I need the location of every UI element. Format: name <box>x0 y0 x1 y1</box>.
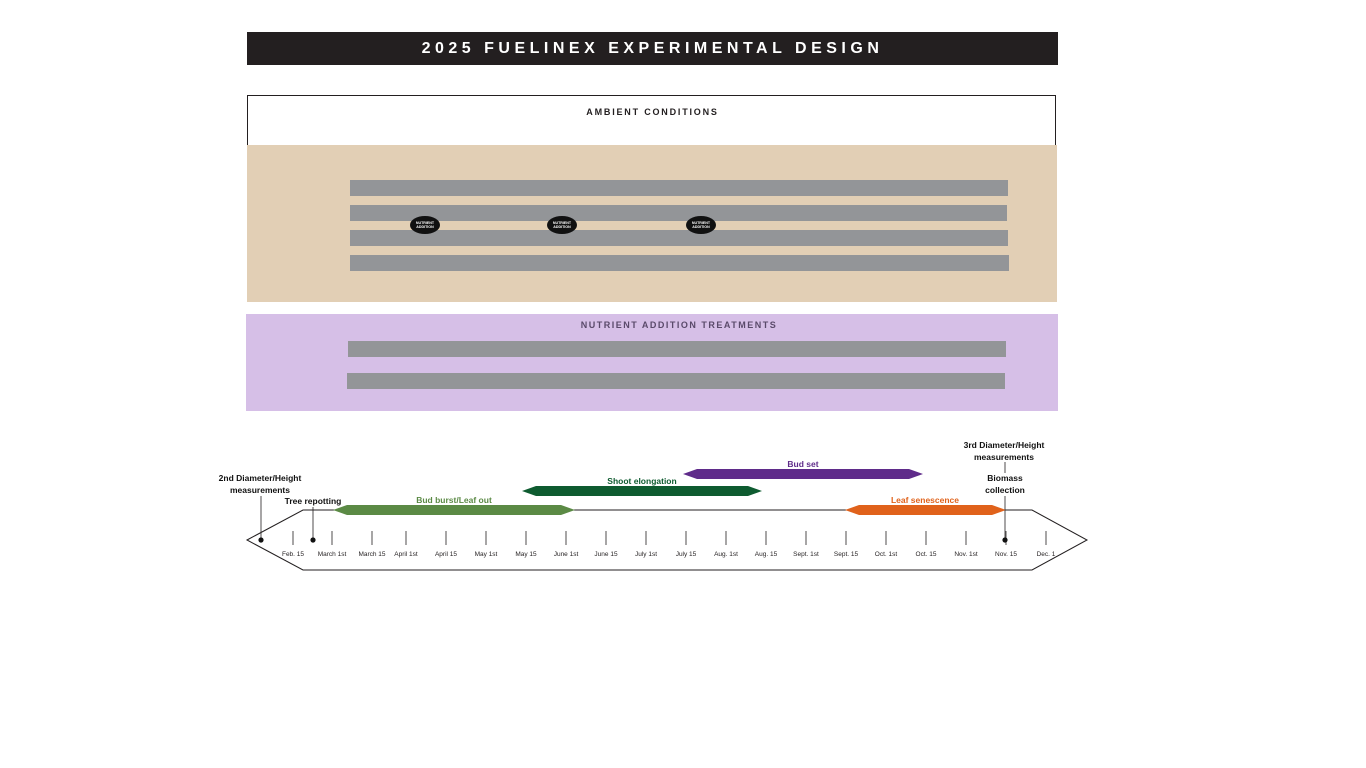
timeline-tick-label: May 15 <box>515 551 537 558</box>
ambient-row <box>350 205 1007 221</box>
phase-bars: Bud burst/Leaf out Shoot elongation Bud se… <box>333 459 1006 515</box>
ambient-header-box <box>247 95 1056 145</box>
timeline-tick-label: Oct. 15 <box>916 551 937 558</box>
timeline-tick-label: March 1st <box>318 551 347 558</box>
event-label: 3rd Diameter/Height measurements <box>964 440 1045 462</box>
page-title: 2025 FUELINEX EXPERIMENTAL DESIGN <box>247 32 1058 65</box>
event-dot <box>310 537 316 543</box>
timeline-tick-label: April 15 <box>435 551 457 558</box>
ambient-row <box>350 180 1008 196</box>
nutrient-addition-marker: NUTRIENT ADDITION <box>686 216 716 234</box>
timeline-tick-label: June 15 <box>594 551 618 558</box>
timeline-tick-label: Oct. 1st <box>875 551 898 558</box>
ambient-row <box>350 230 1008 246</box>
timeline-tick-label: Sept. 15 <box>834 551 859 558</box>
event-label: 2nd Diameter/Height measurements <box>219 473 302 495</box>
timeline-tick-label: Sept. 1st <box>793 551 819 558</box>
event-dot <box>1002 537 1008 543</box>
timeline-tick-label: Aug. 15 <box>755 551 778 558</box>
timeline-tick-label: Nov. 1st <box>954 551 978 558</box>
timeline-tick-label: Dec. 1 <box>1037 551 1056 558</box>
phase-label: Bud set <box>787 459 818 469</box>
event-dot <box>258 537 264 543</box>
timeline-tick-label: Aug. 1st <box>714 551 738 558</box>
timeline-tick-label: June 1st <box>554 551 579 558</box>
nutrient-treatments-label: NUTRIENT ADDITION TREATMENTS <box>580 320 778 330</box>
timeline-tick-label: April 1st <box>394 551 418 558</box>
nutrient-row <box>348 341 1006 357</box>
event-label: Tree repotting <box>285 496 342 506</box>
nutrient-addition-marker: NUTRIENT ADDITION <box>547 216 577 234</box>
nutrient-row <box>347 373 1005 389</box>
timeline-frame <box>245 509 1089 571</box>
event-label: Biomass collection <box>985 473 1025 495</box>
phase-label: Bud burst/Leaf out <box>416 495 492 505</box>
phase-bar <box>683 469 923 479</box>
timeline-ticks: Feb. 15 March 1st March 15 April 1st April 1… <box>282 531 1056 558</box>
timeline-tick-label: Nov. 15 <box>995 551 1017 558</box>
phase-bar <box>333 505 575 515</box>
phase-label: Shoot elongation <box>607 476 676 486</box>
phase-bar <box>522 486 762 496</box>
phase-label: Leaf senescence <box>891 495 959 505</box>
nutrient-addition-marker: NUTRIENT ADDITION <box>410 216 440 234</box>
timeline-tick-label: Feb. 15 <box>282 551 304 558</box>
ambient-conditions-area: NUTRIENT ADDITION NUTRIENT ADDITION NUTR… <box>247 145 1057 302</box>
phase-bar <box>845 505 1006 515</box>
nutrient-addition-area <box>246 314 1058 411</box>
timeline-tick-label: July 15 <box>676 551 697 558</box>
ambient-conditions-label: AMBIENT CONDITIONS <box>586 107 719 117</box>
timeline-tick-label: March 15 <box>358 551 385 558</box>
timeline-tick-label: July 1st <box>635 551 657 558</box>
timeline-tick-label: May 1st <box>475 551 498 558</box>
ambient-row <box>350 255 1009 271</box>
